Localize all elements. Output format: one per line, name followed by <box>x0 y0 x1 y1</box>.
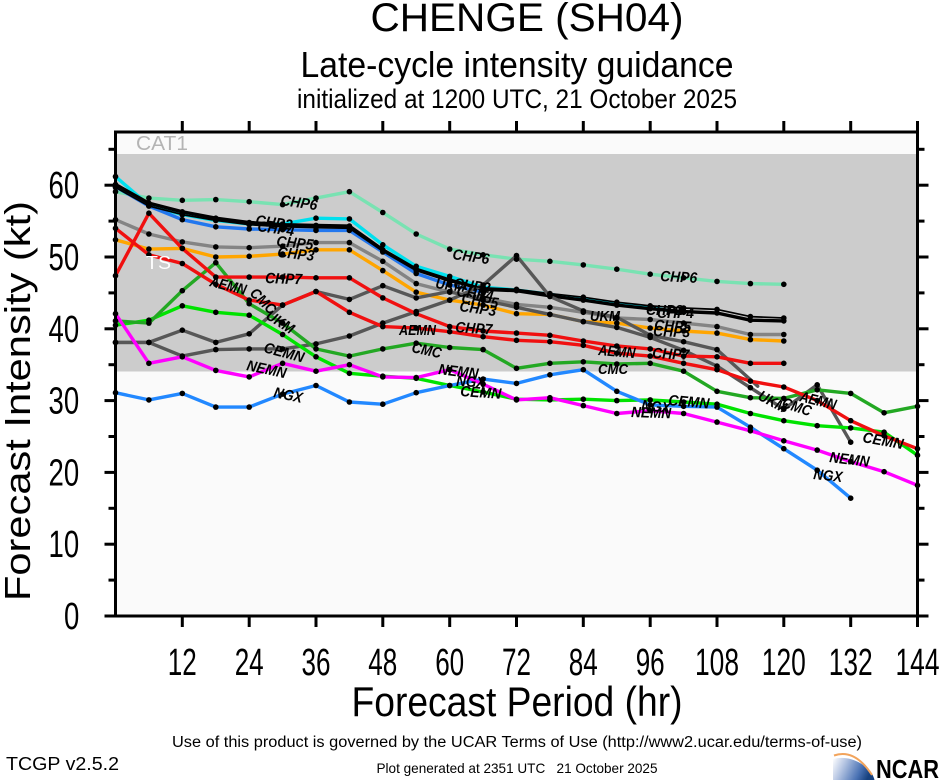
svg-text:CHP4: CHP4 <box>657 305 695 322</box>
svg-text:UKM: UKM <box>434 275 467 296</box>
svg-text:CHP5: CHP5 <box>654 317 692 336</box>
svg-text:CHENGE (SH04): CHENGE (SH04) <box>371 0 684 40</box>
svg-text:132: 132 <box>829 642 873 684</box>
svg-text:CHP7: CHP7 <box>265 270 303 288</box>
svg-text:initialized at 1200 UTC, 21 Oc: initialized at 1200 UTC, 21 October 2025 <box>297 84 737 114</box>
svg-text:CHP7: CHP7 <box>652 345 690 364</box>
svg-text:0: 0 <box>64 596 79 638</box>
svg-text:AEMN: AEMN <box>597 342 637 362</box>
svg-text:TS: TS <box>146 252 171 273</box>
svg-text:108: 108 <box>695 642 739 684</box>
svg-text:CHP3: CHP3 <box>653 323 691 341</box>
svg-text:48: 48 <box>368 642 397 684</box>
svg-text:CHP3: CHP3 <box>458 298 498 320</box>
svg-text:UKM: UKM <box>590 308 620 325</box>
svg-text:CHP4: CHP4 <box>455 283 495 305</box>
svg-text:12: 12 <box>168 642 197 684</box>
svg-text:CMC: CMC <box>410 339 444 362</box>
svg-text:Late-cycle intensity guidance: Late-cycle intensity guidance <box>301 44 734 85</box>
svg-text:CHP6: CHP6 <box>279 192 319 214</box>
svg-text:CMC: CMC <box>598 361 629 378</box>
svg-text:NGX: NGX <box>456 373 487 392</box>
svg-text:CHP2: CHP2 <box>452 275 492 297</box>
svg-text:NEMN: NEMN <box>631 404 673 422</box>
svg-text:NGX: NGX <box>641 397 672 417</box>
svg-text:60: 60 <box>49 165 80 207</box>
svg-text:Forecast Intensity (kt): Forecast Intensity (kt) <box>0 201 38 601</box>
svg-text:144: 144 <box>896 642 940 684</box>
svg-text:Use of this product is governe: Use of this product is governed by the U… <box>172 734 862 751</box>
svg-text:30: 30 <box>49 380 80 422</box>
svg-text:TCGP v2.5.2: TCGP v2.5.2 <box>6 754 119 774</box>
svg-text:120: 120 <box>762 642 806 684</box>
svg-text:CHP4: CHP4 <box>256 218 296 240</box>
svg-text:CHP5: CHP5 <box>460 290 500 312</box>
svg-text:CAT1: CAT1 <box>136 132 188 155</box>
svg-text:CHP2: CHP2 <box>254 212 294 234</box>
svg-text:NEMN: NEMN <box>438 361 481 383</box>
svg-text:NGX: NGX <box>272 384 305 407</box>
svg-text:50: 50 <box>49 237 80 279</box>
svg-text:AEMN: AEMN <box>398 322 437 339</box>
svg-text:CHP2: CHP2 <box>646 302 684 319</box>
svg-text:84: 84 <box>569 642 598 684</box>
svg-text:CHP5: CHP5 <box>276 233 315 254</box>
svg-text:CHP3: CHP3 <box>277 244 316 265</box>
svg-text:CEMN: CEMN <box>460 383 503 403</box>
svg-text:Plot generated at 2351 UTC 2: Plot generated at 2351 UTC 21 October 20… <box>377 760 658 776</box>
svg-text:96: 96 <box>636 642 665 684</box>
svg-text:CHP6: CHP6 <box>451 246 491 268</box>
svg-text:NGX: NGX <box>813 466 844 486</box>
svg-text:20: 20 <box>49 452 80 494</box>
svg-text:NEMN: NEMN <box>829 449 872 471</box>
svg-text:72: 72 <box>502 642 531 684</box>
svg-text:10: 10 <box>49 524 80 566</box>
svg-text:60: 60 <box>435 642 464 684</box>
svg-text:36: 36 <box>302 642 331 684</box>
svg-text:CHP6: CHP6 <box>660 268 698 287</box>
svg-text:24: 24 <box>235 642 264 684</box>
svg-text:NCAR: NCAR <box>876 754 939 780</box>
svg-text:CHP7: CHP7 <box>455 319 494 339</box>
svg-text:Forecast Period (hr): Forecast Period (hr) <box>352 678 683 725</box>
svg-text:40: 40 <box>49 309 80 351</box>
svg-text:CEMN: CEMN <box>668 392 711 413</box>
